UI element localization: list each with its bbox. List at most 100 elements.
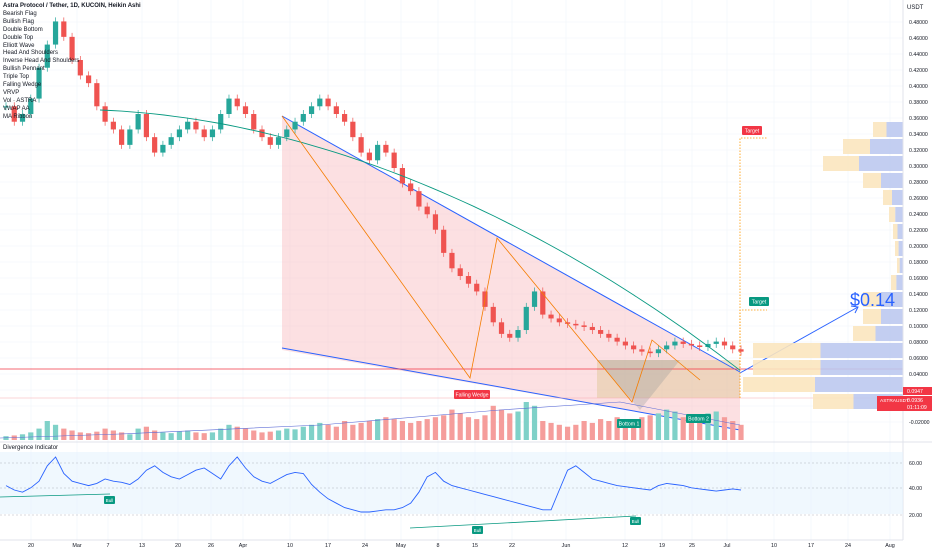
indicator-item[interactable]: Double Bottom (3, 26, 43, 33)
osc-axis-label: 60.00 (909, 461, 922, 467)
volume-bar (449, 409, 455, 440)
grid-lines (0, 0, 903, 540)
volume-bar (573, 424, 579, 440)
osc-axis-label: 20.00 (909, 513, 922, 519)
candle-body (655, 349, 662, 354)
time-tick: Jul (724, 543, 731, 549)
indicator-item[interactable]: Inverse Head And Shoulders (3, 58, 80, 65)
volume-bar (267, 431, 273, 440)
candle-body (358, 137, 364, 153)
candle-body (366, 152, 372, 161)
time-axis[interactable]: 20 Mar 7 13 20 26 Apr 10 17 24 May 8 15 22 Jun 12 19 25 Ju… (0, 539, 903, 549)
volume-bar (28, 432, 34, 440)
volume-bar (110, 430, 116, 440)
vrvp-bar-up (863, 309, 881, 324)
time-tick: 20 (28, 543, 34, 549)
candle-body (284, 129, 290, 138)
candle-body (341, 114, 348, 122)
candle-body (598, 330, 604, 334)
candle-body (490, 306, 496, 323)
indicator-item[interactable]: Triple Top (3, 74, 30, 81)
overlay-lines (0, 109, 741, 439)
indicator-item[interactable]: Falling Wedge (3, 82, 42, 89)
bull-divergence-1 (0, 493, 111, 498)
candle-body (383, 144, 389, 153)
candle-body (119, 129, 125, 145)
indicator-item[interactable]: Bullish Pennant (3, 66, 45, 73)
time-tick: 10 (771, 543, 777, 549)
price-badge-a-bg (903, 387, 932, 395)
target2-label-bg (749, 297, 769, 306)
candle-body (292, 121, 298, 130)
bull-tag: Bull (632, 519, 640, 524)
volume-bar (540, 421, 546, 440)
indicator-item[interactable]: VRVP (3, 89, 20, 96)
indicator-item[interactable]: Bearish Flag (3, 10, 37, 17)
indicator-item[interactable]: MA Ribbon (3, 113, 33, 120)
wedge-lower-line (281, 347, 741, 431)
volume-bar (36, 428, 42, 440)
indicator-item[interactable]: Elliott Wave (3, 42, 35, 49)
indicator-item[interactable]: VWAP AA (3, 105, 30, 112)
candle-body (61, 21, 67, 37)
time-tick: 19 (659, 543, 665, 549)
bull-tag: Bull (106, 498, 114, 503)
volume-bar (408, 422, 414, 440)
candle-body (589, 326, 595, 331)
price-badge-b: 0.0936 (907, 398, 923, 404)
price-axis[interactable]: USDT 0.48000 0.46000 0.44000 0.42000 0.40000 0… (877, 0, 932, 540)
volume-bar (85, 433, 92, 440)
vrvp-bar-up (743, 377, 815, 392)
bottom1-label-bg (617, 419, 641, 428)
candle-body (498, 322, 505, 334)
falling-wedge-label-bg (454, 390, 490, 399)
pattern-shapes (0, 115, 903, 431)
candle-body (209, 129, 216, 138)
time-tick: 26 (208, 543, 214, 549)
volume-bar (631, 421, 637, 440)
candle-body (449, 252, 455, 269)
indicator-item[interactable]: Head And Shoulders (3, 50, 59, 57)
volume-bar (168, 433, 174, 440)
indicator-list: Bearish Flag Bullish Flag Double Bottom Dou… (3, 11, 141, 122)
volume-bar (730, 421, 736, 440)
vrvp-bar-down (896, 275, 903, 290)
divergence-title: Divergence Indicator (3, 445, 59, 451)
volume-bar (366, 421, 372, 440)
volume-bar (176, 431, 183, 440)
time-tick: 17 (808, 543, 814, 549)
candle-body (730, 345, 736, 350)
price-tick: 0.34000 (909, 132, 928, 138)
candle-body (556, 318, 562, 323)
indicator-item[interactable]: Double Top (3, 34, 34, 41)
indicator-item[interactable]: Vol · ASTRA (3, 97, 37, 104)
volume-bar (614, 417, 620, 440)
volume-bar (697, 419, 703, 440)
volume-bar (424, 419, 430, 440)
volume-bar (143, 426, 149, 440)
price-badge-a: 0.0947 (907, 389, 923, 395)
price-tick: 0.44000 (909, 52, 928, 58)
volume-bar (152, 430, 158, 440)
chart-title: Astra Protocol / Tether, 1D, KUCOIN, Hei… (3, 3, 141, 9)
price-tick: 0.10000 (909, 324, 928, 330)
price-tick: 0.18000 (909, 260, 928, 266)
volume-bar (375, 419, 381, 440)
vrvp-bar-up (889, 207, 896, 222)
candle-body (333, 106, 339, 115)
volume-bar (193, 432, 199, 440)
candle-body (474, 283, 480, 292)
indicator-item[interactable]: Bullish Flag (3, 18, 35, 25)
volume-bar (341, 421, 348, 440)
volume-bar (61, 428, 67, 440)
candle-body (143, 114, 149, 138)
volume-bar (284, 428, 290, 440)
price-tick: -0.02000 (909, 420, 930, 426)
vrvp-bar-down (899, 258, 903, 273)
volume-bar (234, 426, 240, 440)
candle-body (573, 323, 579, 326)
price-tick: 0.42000 (909, 68, 928, 74)
volume-bar (185, 430, 191, 440)
volume-bar (358, 422, 364, 440)
